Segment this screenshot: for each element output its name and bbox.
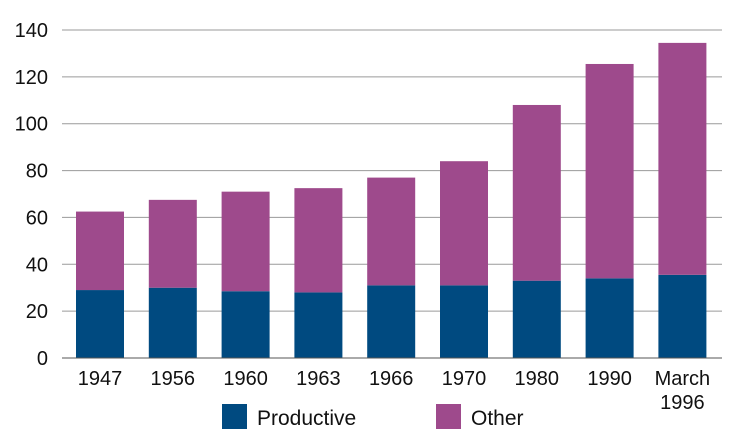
bar-productive-1990 [585, 278, 634, 358]
bar-productive-1980 [512, 280, 561, 358]
legend-label-productive: Productive [257, 407, 356, 430]
legend-label-other: Other [471, 407, 524, 430]
y-tick-label-40: 40 [26, 254, 48, 276]
x-tick-label-1980: 1980 [515, 368, 560, 390]
x-tick-label-1956: 1956 [151, 368, 196, 390]
legend-swatch-productive [222, 404, 247, 429]
x-tick-label-march-1996: March 1996 [655, 368, 711, 414]
bars [76, 42, 707, 358]
y-tick-label-100: 100 [15, 114, 48, 136]
bar-productive-1947 [76, 290, 124, 358]
bar-other-1963 [294, 188, 343, 293]
bar-productive-1966 [367, 285, 416, 358]
bar-other-1960 [221, 191, 270, 292]
x-tick-label-1960: 1960 [223, 368, 268, 390]
bar-other-1990 [585, 63, 634, 279]
bar-other-1966 [367, 177, 416, 286]
y-tick-label-20: 20 [26, 301, 48, 323]
bar-productive-march-1996 [658, 274, 707, 358]
y-tick-label-60: 60 [26, 207, 48, 229]
x-tick-label-1947: 1947 [78, 368, 123, 390]
bar-other-1947 [76, 211, 124, 291]
y-tick-label-120: 120 [15, 67, 48, 89]
x-tick-label-1963: 1963 [296, 368, 341, 390]
x-tick-label-1990: 1990 [587, 368, 632, 390]
y-tick-label-80: 80 [26, 161, 48, 183]
bar-other-march-1996 [658, 42, 707, 275]
bar-productive-1970 [440, 285, 488, 358]
bar-other-1956 [148, 199, 197, 288]
bar-productive-1963 [294, 292, 343, 358]
x-axis-ticks: 1947 1956 1960 1963 1966 1970 1980 1990 March 199… [78, 368, 710, 414]
y-tick-label-140: 140 [15, 20, 48, 42]
y-axis-ticks: 0 20 40 60 80 100 120 140 [15, 20, 48, 370]
legend-swatch-other [436, 404, 461, 429]
x-tick-label-1966: 1966 [369, 368, 414, 390]
bar-productive-1960 [221, 291, 270, 358]
y-tick-label-0: 0 [37, 348, 48, 370]
legend: Productive Other [222, 404, 524, 430]
x-tick-label-1970: 1970 [442, 368, 487, 390]
bar-other-1980 [512, 104, 561, 281]
bar-other-1970 [440, 161, 488, 286]
bar-productive-1956 [148, 287, 197, 358]
